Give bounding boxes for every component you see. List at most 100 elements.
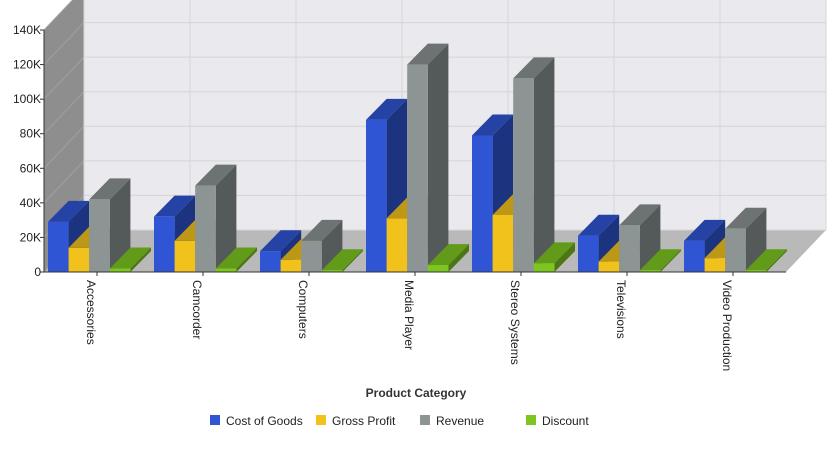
grid-line-side bbox=[43, 125, 85, 169]
x-axis-title: Product Category bbox=[366, 386, 467, 400]
bar-front bbox=[280, 259, 302, 272]
bar-top bbox=[109, 247, 151, 269]
bar-front bbox=[427, 265, 449, 272]
legend-label: Revenue bbox=[436, 414, 484, 428]
bar-side bbox=[554, 242, 575, 272]
legend-item: Gross Profit bbox=[316, 414, 396, 428]
category-label: Televisions bbox=[614, 280, 628, 339]
bar-front bbox=[472, 135, 493, 272]
bar bbox=[89, 178, 131, 272]
category-group bbox=[578, 204, 681, 272]
category-label: Camcorder bbox=[190, 280, 204, 339]
bar-front bbox=[260, 251, 281, 272]
bar-top bbox=[407, 43, 449, 65]
y-axis: 0 20K 40K 60K 80K 100K 120K 140K bbox=[13, 23, 45, 279]
y-tick-label: 40K bbox=[20, 196, 41, 210]
bar-top bbox=[366, 98, 408, 120]
bar-side bbox=[342, 249, 363, 272]
bar-top bbox=[533, 242, 575, 264]
bar-side bbox=[130, 247, 151, 272]
legend-swatch bbox=[316, 415, 326, 425]
bar-front bbox=[684, 240, 705, 272]
bar-front bbox=[48, 221, 69, 272]
bar-side bbox=[660, 249, 681, 272]
bar-top bbox=[427, 244, 469, 266]
bar-front bbox=[513, 78, 534, 273]
y-tick-label: 20K bbox=[20, 230, 41, 244]
bar-front bbox=[386, 218, 408, 272]
bar-top bbox=[639, 249, 681, 271]
bar-top bbox=[684, 219, 726, 241]
bar-front bbox=[174, 240, 196, 272]
bar-front bbox=[704, 258, 726, 272]
category-group bbox=[154, 164, 257, 272]
bar-front bbox=[598, 261, 620, 272]
bar-side bbox=[109, 178, 131, 272]
legend-item: Discount bbox=[526, 414, 589, 428]
category-group bbox=[366, 43, 469, 273]
bar-front bbox=[195, 185, 216, 272]
bar-side bbox=[448, 244, 469, 272]
y-tick-label: 100K bbox=[13, 92, 41, 106]
bar-top bbox=[215, 247, 257, 269]
bar-top bbox=[745, 249, 787, 271]
bar-front bbox=[68, 247, 90, 272]
bar-front bbox=[89, 199, 110, 272]
legend-swatch bbox=[526, 415, 536, 425]
bar bbox=[745, 249, 787, 272]
bar-front bbox=[492, 214, 514, 272]
bar-front bbox=[533, 263, 555, 272]
bar-top bbox=[321, 249, 363, 271]
bar bbox=[109, 247, 151, 272]
bar-front bbox=[321, 270, 343, 272]
bar bbox=[513, 57, 555, 273]
grid-line-side bbox=[43, 22, 85, 65]
bar-top bbox=[301, 219, 343, 241]
bar bbox=[321, 249, 363, 272]
legend-label: Cost of Goods bbox=[226, 414, 303, 428]
bar-top bbox=[260, 230, 302, 252]
category-group bbox=[472, 57, 575, 273]
bar-front bbox=[154, 216, 175, 272]
bar-front bbox=[639, 270, 661, 272]
bar-top bbox=[154, 195, 196, 217]
bar-front bbox=[215, 268, 237, 272]
bar-side bbox=[215, 164, 237, 272]
bar-front bbox=[578, 235, 599, 272]
category-label: Accessories bbox=[84, 280, 98, 345]
category-label: Computers bbox=[296, 280, 310, 339]
legend-item: Cost of Goods bbox=[210, 414, 303, 428]
bar-front bbox=[745, 270, 767, 272]
bar bbox=[639, 249, 681, 272]
category-group bbox=[260, 219, 363, 272]
legend: Cost of Goods Gross Profit Revenue Discount bbox=[210, 414, 589, 428]
bar-front bbox=[301, 240, 322, 272]
bar-group bbox=[48, 43, 787, 273]
category-label: Video Production bbox=[720, 280, 734, 371]
bar-side bbox=[427, 43, 449, 273]
bar bbox=[533, 242, 575, 272]
y-tick-label: 0 bbox=[34, 265, 41, 279]
bar-front bbox=[619, 225, 640, 272]
y-tick-label: 60K bbox=[20, 161, 41, 175]
y-tick-label: 80K bbox=[20, 127, 41, 141]
bar-top bbox=[89, 178, 131, 200]
legend-label: Discount bbox=[542, 414, 589, 428]
bar bbox=[301, 219, 343, 272]
grid-line-side bbox=[43, 56, 85, 100]
bar-top bbox=[619, 204, 661, 226]
bar-top bbox=[725, 207, 767, 229]
bar-side bbox=[766, 249, 787, 272]
legend-swatch bbox=[420, 415, 430, 425]
category-group bbox=[684, 207, 787, 272]
grid-line-side bbox=[43, 91, 85, 135]
legend-label: Gross Profit bbox=[332, 414, 396, 428]
legend-swatch bbox=[210, 415, 220, 425]
bar-front bbox=[407, 64, 428, 272]
bar bbox=[215, 247, 257, 272]
bar-top bbox=[513, 57, 555, 79]
bar-side bbox=[321, 219, 343, 272]
bar-front bbox=[725, 228, 746, 272]
